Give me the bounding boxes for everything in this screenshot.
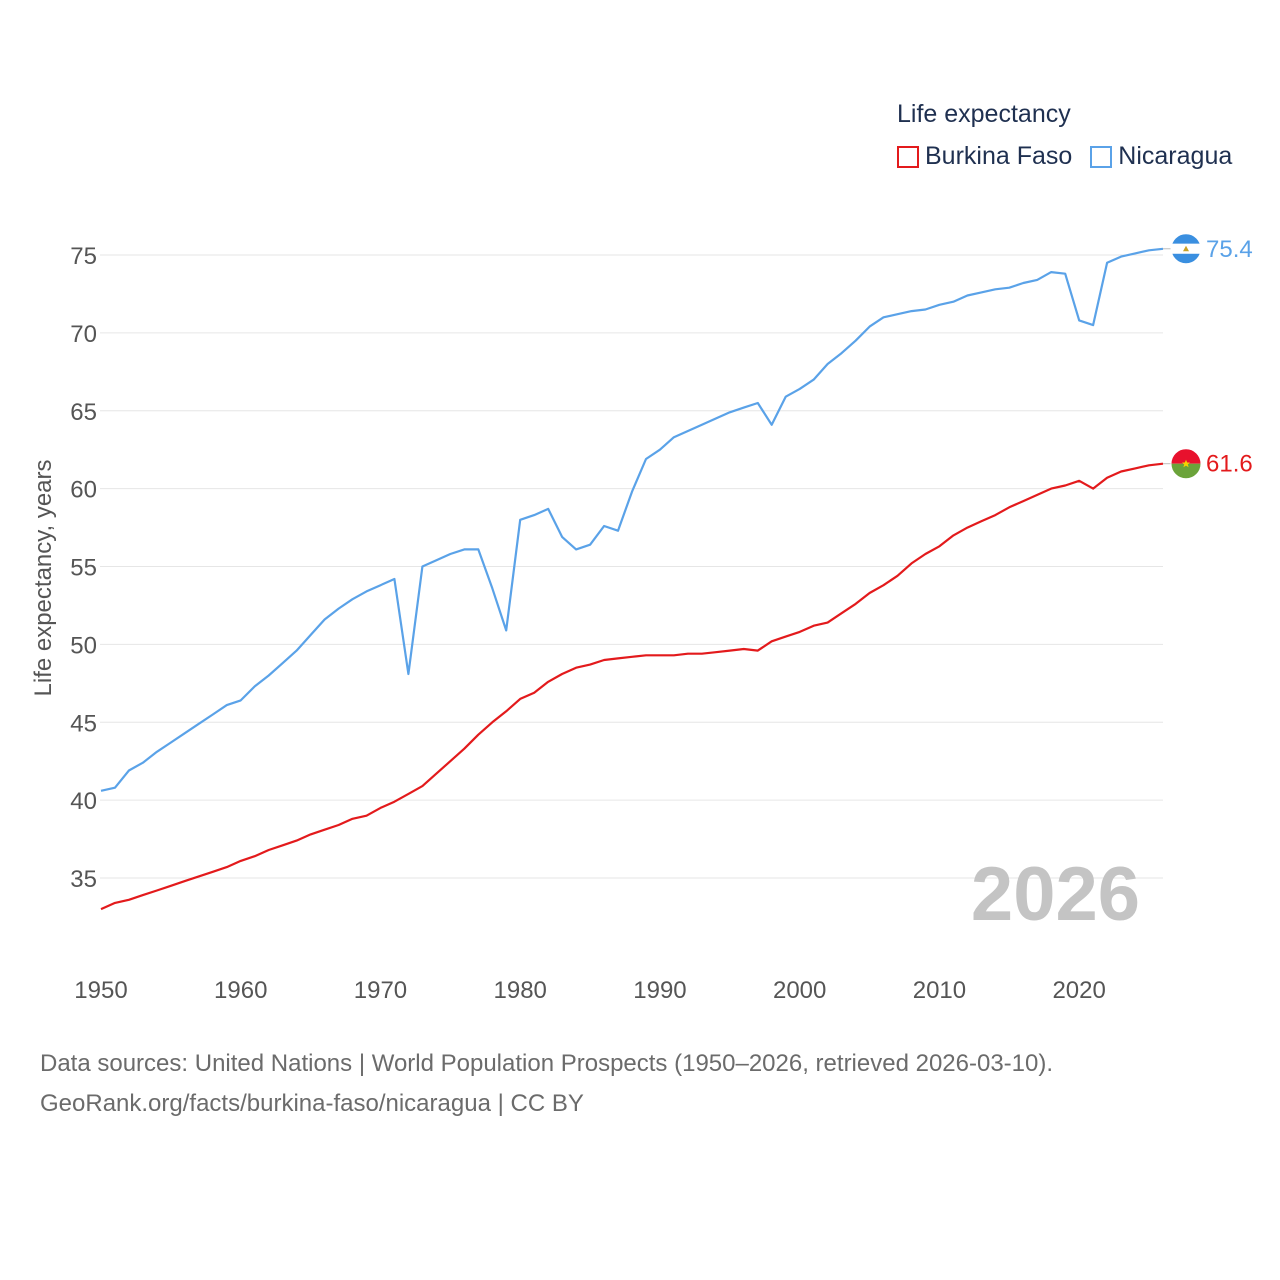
series-line-nicaragua [100,247,1164,792]
x-axis-ticks: 1950 1960 1970 1980 1990 2000 2010 2020 [74,977,1106,1004]
legend-title: Life expectancy [897,100,1071,128]
source-link[interactable]: GeoRank.org/facts/burkina-faso/nicaragua… [40,1090,584,1117]
flag-emblem [1183,245,1189,252]
series-line-burkina-faso [100,462,1164,911]
x-tick-label: 2020 [1052,977,1105,1004]
flag-stripe-blue-top [1171,233,1201,244]
y-axis-label: Life expectancy, years [30,459,57,696]
y-tick-label: 60 [70,477,97,504]
burkina-faso-flag-icon [1170,448,1202,480]
y-tick-label: 45 [70,710,97,737]
y-tick-label: 65 [70,399,97,426]
x-tick-label: 1950 [74,977,127,1004]
flag-body [1171,233,1201,264]
year-watermark: 2026 [971,852,1140,937]
y-tick-label: 50 [70,632,97,659]
flag-ring [1170,448,1202,480]
nicaragua-flag-icon [1170,233,1202,265]
flag-stripe-blue-bottom [1171,253,1201,264]
nicaragua-swatch-icon [1090,145,1113,168]
source-note: Data sources: United Nations | World Pop… [40,1044,1053,1124]
grid-lines [100,254,1163,879]
flag-ring [1170,233,1202,265]
series-lines [100,247,1164,911]
x-tick-label: 1980 [494,977,547,1004]
flag-stripe-green [1171,463,1201,479]
y-axis-ticks: 35 40 45 50 55 60 65 70 75 [70,243,97,893]
y-tick-label: 40 [70,788,97,815]
flag-body [1171,448,1201,479]
x-tick-label: 1960 [214,977,267,1004]
legend-label-nicaragua: Nicaragua [1118,142,1233,170]
legend-item-nicaragua[interactable]: Nicaragua [1090,142,1232,171]
flag-stripe-red [1171,448,1201,464]
x-tick-label: 2000 [773,977,826,1004]
x-tick-label: 2010 [913,977,966,1004]
y-tick-label: 75 [70,243,97,270]
y-tick-label: 70 [70,321,97,348]
flag-star [1182,459,1190,468]
end-value-label-nicaragua: 75.4 [1206,236,1253,263]
x-tick-label: 1990 [633,977,686,1004]
y-tick-label: 55 [70,555,97,582]
legend: Burkina Faso Nicaragua [897,142,1250,171]
x-tick-label: 1970 [354,977,407,1004]
series-end-markers: 61.6 75.4 [1163,233,1253,480]
source-line-1: Data sources: United Nations | World Pop… [40,1050,1054,1077]
end-value-label-burkina-faso: 61.6 [1206,451,1253,478]
burkina-faso-swatch-icon [897,145,919,168]
y-tick-label: 35 [70,866,97,893]
legend-label-burkina-faso: Burkina Faso [925,142,1073,170]
legend-item-burkina-faso[interactable]: Burkina Faso [897,142,1072,171]
